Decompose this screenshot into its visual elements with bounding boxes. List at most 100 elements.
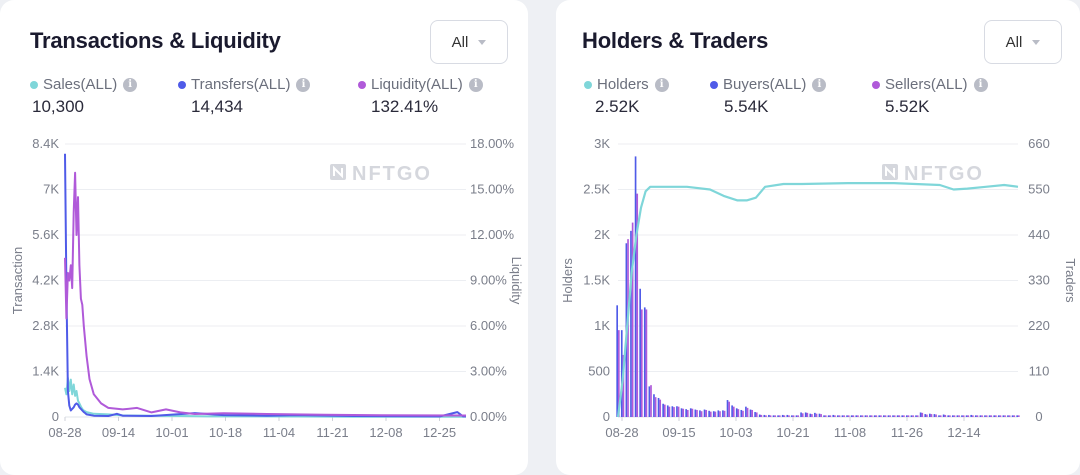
legend-sales[interactable]: Sales(ALL) i 10,300 [30, 76, 138, 117]
info-icon[interactable]: i [296, 77, 311, 92]
bar-sellers [815, 413, 818, 417]
series-line-transfers-all [64, 153, 466, 418]
x-tick-label: 10-01 [155, 425, 188, 440]
bar-buyers [781, 414, 784, 417]
watermark-text: NFTGO [904, 163, 984, 185]
bar-sellers [663, 404, 666, 417]
transactions-liquidity-card: Transactions & Liquidity All Sales(ALL) … [0, 0, 528, 475]
y-axis-title-left: Transaction [10, 247, 25, 314]
bar-sellers [760, 414, 763, 417]
bar-sellers [870, 415, 873, 417]
info-icon[interactable]: i [123, 77, 138, 92]
bar-sellers [1018, 415, 1020, 417]
bar-buyers [974, 415, 977, 417]
bar-buyers [837, 415, 839, 417]
bar-sellers [976, 415, 979, 417]
legend-holders[interactable]: Holders i 2.52K [584, 76, 669, 117]
bar-sellers [1008, 415, 1011, 417]
bar-buyers [639, 288, 641, 417]
bar-sellers [631, 222, 634, 417]
legend-value: 14,434 [191, 97, 243, 116]
bar-buyers [883, 415, 885, 417]
bar-sellers [889, 415, 891, 417]
x-tick-label: 10-21 [776, 425, 809, 440]
bar-buyers [657, 397, 660, 417]
bar-buyers [731, 405, 733, 417]
bar-sellers [907, 415, 910, 417]
bar-buyers [878, 415, 881, 417]
legend-sellers[interactable]: Sellers(ALL) i 5.52K [872, 76, 988, 117]
bar-sellers [792, 415, 795, 417]
bar-buyers [951, 415, 954, 417]
bar-sellers [857, 415, 859, 417]
bar-buyers [915, 415, 917, 417]
bar-sellers [677, 406, 680, 417]
bar-buyers [795, 415, 798, 417]
x-tick-label: 11-08 [834, 425, 866, 440]
bar-sellers [788, 415, 790, 417]
bar-buyers [717, 410, 720, 417]
bar-sellers [806, 412, 809, 417]
x-tick-label: 08-28 [48, 425, 81, 440]
info-icon[interactable]: i [812, 77, 827, 92]
bar-sellers [723, 410, 726, 417]
y-tick-label-left: 3K [594, 136, 610, 151]
bar-sellers [843, 415, 845, 417]
bar-sellers [995, 415, 997, 417]
chevron-down-icon [478, 39, 487, 45]
bar-buyers [689, 408, 692, 417]
info-icon[interactable]: i [654, 77, 669, 92]
series-line-liquidity-all [64, 171, 467, 417]
y-tick-label-right: 330 [1028, 273, 1050, 288]
bar-sellers [783, 415, 786, 417]
legend-transfers[interactable]: Transfers(ALL) i 14,434 [178, 76, 311, 117]
holders-traders-chart: NFTGO 0 0 500 110 1K 220 1.5K 330 2K 440 2.5K 550 3K… [560, 136, 1078, 440]
bar-sellers [861, 415, 864, 417]
bar-sellers [640, 309, 643, 417]
info-icon[interactable]: i [468, 77, 483, 92]
bar-buyers [722, 410, 724, 417]
bar-sellers [916, 415, 919, 417]
filter-dropdown[interactable]: All [984, 20, 1062, 64]
bar-buyers [979, 415, 982, 417]
bar-buyers [809, 413, 812, 417]
bar-buyers [754, 412, 756, 417]
x-tick-label: 11-21 [316, 425, 348, 440]
x-tick-label: 09-14 [102, 425, 135, 440]
sales-dot-icon [30, 80, 38, 89]
bar-sellers [659, 399, 662, 417]
bar-sellers [746, 407, 749, 417]
bar-buyers [666, 405, 669, 417]
y-tick-label-left: 2.5K [583, 182, 610, 197]
legend-value: 5.52K [885, 97, 930, 116]
bar-buyers [846, 415, 848, 417]
bar-buyers [906, 415, 908, 417]
y-tick-label-right: 0.00% [470, 409, 507, 424]
bar-buyers [777, 415, 779, 417]
bar-sellers [875, 415, 878, 417]
legend-liquidity[interactable]: Liquidity(ALL) i 132.41% [358, 76, 483, 117]
bar-buyers [869, 415, 871, 417]
x-tick-label: 12-14 [947, 425, 980, 440]
legend-buyers[interactable]: Buyers(ALL) i 5.54K [710, 76, 827, 117]
bar-buyers [791, 415, 793, 417]
filter-dropdown[interactable]: All [430, 20, 508, 64]
bar-buyers [860, 415, 862, 417]
bar-buyers [694, 409, 697, 417]
bar-buyers [933, 414, 936, 417]
buyers-dot-icon [710, 80, 718, 89]
legend-value: 5.54K [724, 97, 769, 116]
bar-buyers [850, 415, 853, 417]
bar-sellers [622, 354, 625, 417]
bar-buyers [892, 415, 894, 417]
bar-buyers [855, 415, 858, 417]
info-icon[interactable]: i [973, 77, 988, 92]
y-tick-label-left: 1K [594, 318, 610, 333]
legend-label: Buyers(ALL) [723, 76, 807, 93]
y-tick-label-right: 440 [1028, 227, 1050, 242]
bar-sellers [884, 415, 887, 417]
legend-label: Liquidity(ALL) [371, 76, 463, 93]
y-tick-label-right: 15.00% [470, 182, 515, 197]
x-tick-label: 11-04 [263, 425, 295, 440]
y-tick-label-left: 2.8K [32, 318, 59, 333]
